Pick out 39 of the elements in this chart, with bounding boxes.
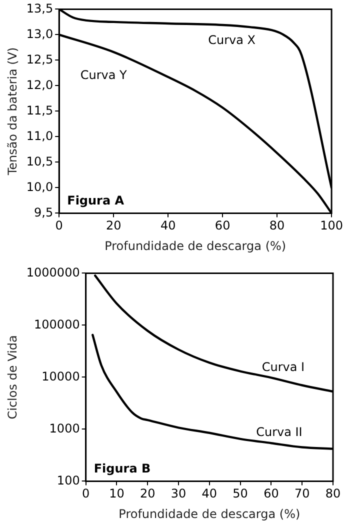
y-tick-label: 13,5 [26,1,54,16]
x-tick-label: 20 [106,218,122,233]
x-tick-label: 40 [160,218,176,233]
y-tick-label: 1000000 [26,265,80,280]
annotation: Figura B [94,461,151,476]
x-tick-label: 50 [232,486,248,501]
x-tick-label: 10 [109,486,124,501]
x-axis-title: Profundidade de descarga (%) [118,506,300,521]
series-label: Curva II [256,425,302,440]
annotation: Figura A [67,193,125,208]
y-axis-title: Ciclos de Vida [5,335,20,420]
y-tick-label: 10,5 [26,154,54,168]
x-tick-label: 80 [269,218,285,233]
y-tick-label: 100000 [34,317,80,332]
y-tick-label: 12,5 [26,52,54,66]
x-tick-label: 60 [214,218,230,233]
x-tick-label: 70 [294,486,310,501]
x-tick-label: 100 [320,218,343,233]
y-tick-label: 9,5 [34,205,54,220]
y-tick-label: 10,0 [26,180,54,194]
y-tick-label: 12,0 [26,78,54,92]
y-tick-label: 13,0 [26,26,54,41]
series-label: Curva I [262,360,305,374]
x-tick-label: 80 [325,486,341,501]
x-tick-label: 20 [140,486,156,501]
y-tick-label: 100 [56,473,80,488]
series-label: Curva Y [80,68,128,82]
x-tick-label: 40 [202,486,218,501]
y-tick-label: 10000 [42,369,80,384]
x-tick-label: 0 [55,218,63,233]
x-axis-title: Profundidade de descarga (%) [104,238,286,253]
y-tick-label: 11,5 [26,103,54,118]
y-axis-title: Tensão da bateria (V) [5,47,20,176]
series-label: Curva X [208,33,256,48]
x-tick-label: 30 [170,486,186,501]
x-tick-label: 0 [82,486,90,501]
y-tick-label: 1000 [49,421,80,436]
y-tick-label: 11,0 [26,128,54,143]
x-tick-label: 60 [264,486,279,501]
